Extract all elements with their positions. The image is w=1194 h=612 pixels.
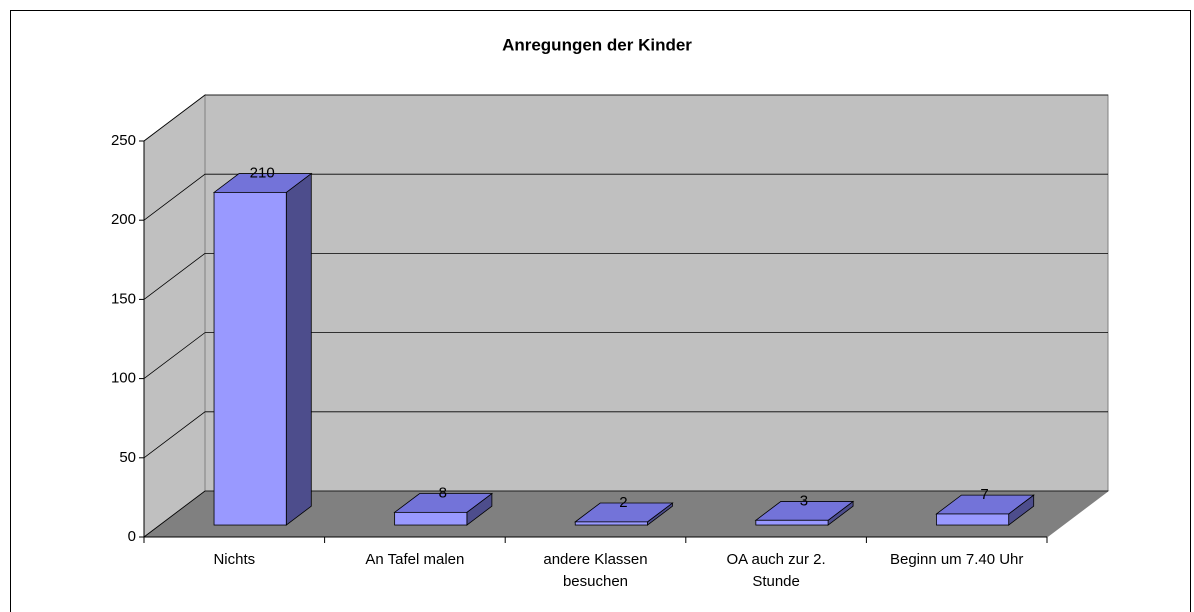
y-tick-label: 200 [111,211,136,228]
x-tick-label: Nichts [213,551,256,568]
value-label: 8 [439,484,447,501]
bar [936,513,1010,526]
y-tick-label: 50 [119,449,136,466]
side-wall [143,93,206,539]
value-label: 7 [980,486,988,503]
value-label: 2 [619,494,627,511]
grid-line [143,252,1108,300]
grid-line [143,411,1108,459]
bar [574,521,648,526]
grid-line [143,173,1108,221]
x-tick-label: OA auch zur 2. Stunde [726,551,826,590]
grid-line [143,490,1108,538]
y-tick-label: 100 [111,370,136,387]
grid-line [143,332,1108,379]
x-tick-label: Beginn um 7.40 Uhr [889,551,1024,568]
bar [755,519,829,526]
value-label: 210 [250,164,275,181]
y-tick-label: 250 [111,132,136,149]
bar [213,191,287,526]
y-tick-label: 150 [111,290,136,307]
value-label: 3 [800,492,808,509]
x-tick-label: An Tafel malen [365,551,465,568]
y-tick-label: 0 [128,528,136,545]
chart-title: Anregungen der Kinder [502,35,692,54]
x-tick-label: andere Klassen besuchen [543,551,648,590]
bar [394,511,468,526]
back-wall [204,94,1109,492]
bar-side [285,172,312,526]
grid-line [143,94,1108,142]
